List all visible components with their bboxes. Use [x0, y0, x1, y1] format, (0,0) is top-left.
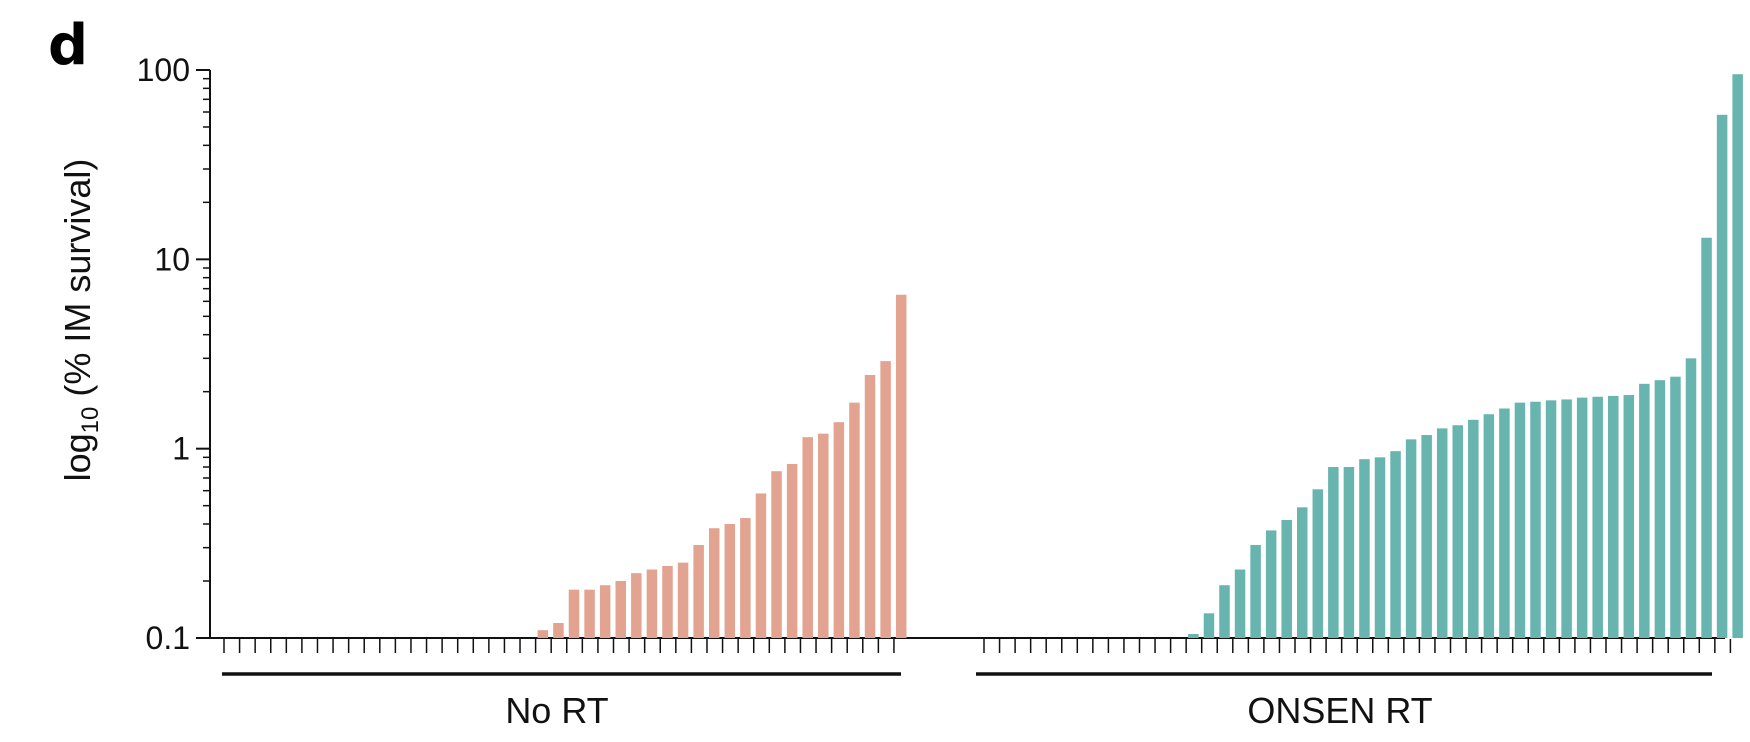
bar [1608, 395, 1619, 638]
bar [1188, 633, 1199, 638]
bar [1436, 428, 1448, 638]
bar [1483, 414, 1495, 638]
bar [1561, 399, 1572, 638]
bar [1654, 380, 1666, 638]
bar [864, 374, 876, 638]
bars [537, 74, 1743, 639]
bar [1297, 507, 1308, 638]
bar [1281, 519, 1292, 638]
bar [662, 566, 673, 638]
bar [1328, 467, 1339, 638]
bar [802, 437, 813, 638]
bar [895, 294, 907, 638]
group-label: No RT [505, 690, 608, 731]
bar [849, 402, 860, 638]
bar [1405, 439, 1417, 638]
bar [771, 471, 782, 638]
svg-text:log10 (% IM survival): log10 (% IM survival) [57, 159, 104, 482]
bar [724, 524, 736, 638]
bar [1452, 425, 1463, 638]
bar [1670, 376, 1681, 638]
bar [755, 493, 767, 638]
bar [615, 581, 626, 638]
bar [786, 463, 798, 638]
bar [1545, 400, 1557, 638]
bar [599, 585, 611, 638]
bar [1312, 489, 1324, 638]
y-axis-title-rest: (% IM survival) [57, 159, 98, 407]
bar [677, 562, 689, 638]
bar [1343, 467, 1355, 638]
bar [1234, 569, 1246, 638]
bar [1701, 237, 1712, 638]
bar [1250, 544, 1261, 638]
bar [740, 518, 751, 638]
y-axis-title-main: log [57, 433, 98, 481]
bar [1685, 358, 1697, 638]
group-label: ONSEN RT [1247, 690, 1432, 731]
y-tick-label: 1 [172, 431, 190, 467]
bar [1576, 397, 1588, 638]
bar [1732, 74, 1743, 639]
bar [880, 361, 891, 638]
bar [1265, 530, 1277, 638]
bar [1716, 114, 1728, 639]
bar [568, 589, 580, 638]
bar [1499, 408, 1510, 638]
bar [1468, 419, 1479, 638]
y-tick-label: 10 [154, 241, 190, 277]
bar [818, 433, 829, 638]
bar [833, 422, 845, 638]
y-axis-title-subscript: 10 [77, 407, 104, 434]
bar [1530, 401, 1541, 638]
bar [1421, 435, 1432, 638]
bar [1374, 457, 1386, 638]
y-tick-label: 100 [137, 52, 190, 88]
y-tick-label: 0.1 [146, 620, 190, 656]
x-ticks [223, 639, 1732, 653]
bar [1639, 383, 1650, 638]
panel-letter: d [48, 13, 88, 78]
bar [708, 528, 720, 638]
bar [1514, 402, 1526, 638]
bar [1359, 459, 1370, 638]
bar [1623, 395, 1635, 638]
bar [537, 630, 549, 638]
bar [693, 544, 704, 638]
bar [1390, 451, 1401, 638]
bar [584, 589, 595, 638]
bar [1592, 396, 1603, 638]
bar [646, 569, 658, 638]
bar [1219, 585, 1230, 638]
y-axis-title: log10 (% IM survival) [57, 159, 104, 482]
bar [631, 573, 642, 638]
bar [1203, 613, 1215, 638]
group-brackets: No RT ONSEN RT [222, 672, 1712, 731]
bar [553, 623, 564, 638]
